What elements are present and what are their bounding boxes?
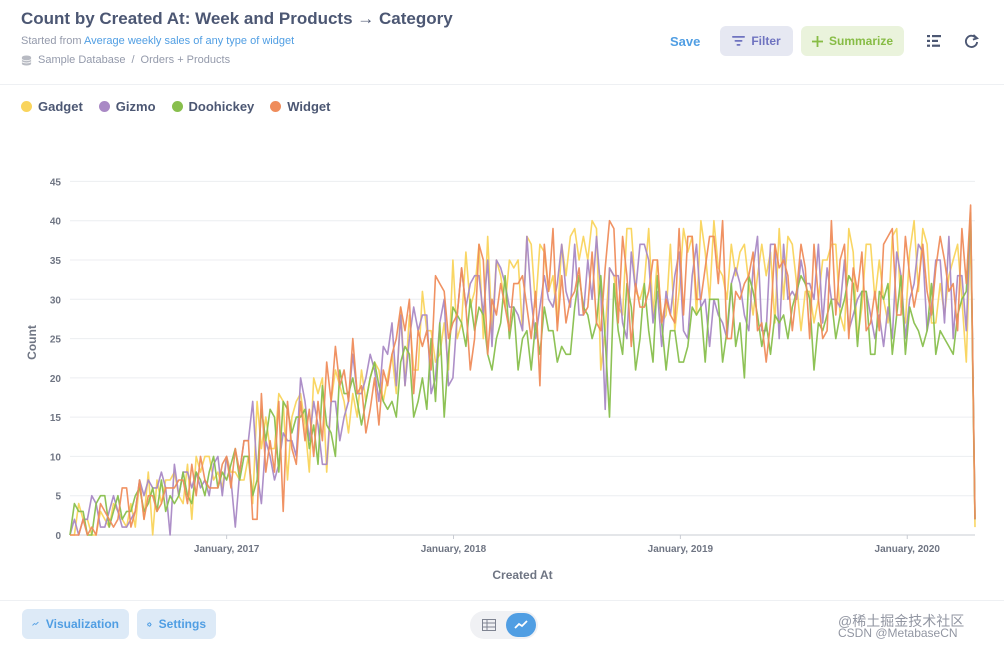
watermark-csdn: CSDN @MetabaseCN	[838, 626, 958, 640]
legend-dot-widget	[270, 101, 282, 112]
chart-view-toggle[interactable]	[506, 613, 536, 637]
y-tick-label-5: 5	[55, 492, 61, 503]
breadcrumb-separator: /	[131, 54, 135, 66]
visualization-button[interactable]: Visualization	[22, 609, 129, 639]
legend-item-doohickey[interactable]: Doohickey	[171, 99, 255, 114]
legend-item-widget[interactable]: Widget	[270, 99, 331, 114]
summarize-label: Summarize	[828, 34, 894, 48]
breadcrumb-database[interactable]: Sample Database	[38, 54, 126, 66]
y-tick-label-30: 30	[50, 295, 62, 306]
legend-label-gizmo: Gizmo	[115, 99, 156, 114]
y-tick-label-35: 35	[50, 256, 62, 267]
settings-button[interactable]: Settings	[137, 609, 216, 639]
database-icon	[21, 54, 32, 66]
series-line-gizmo	[69, 212, 976, 536]
gear-icon	[147, 621, 152, 627]
question-header: Count by Created At: Week and Products →…	[0, 0, 1004, 85]
y-tick-label-25: 25	[50, 335, 62, 346]
refresh-button[interactable]	[961, 31, 981, 51]
legend-label-widget: Widget	[287, 99, 331, 114]
y-tick-label-40: 40	[50, 217, 62, 228]
series-line-doohickey	[69, 212, 976, 536]
notebook-editor-button[interactable]	[924, 31, 944, 51]
line-chart: 0 5 10 15 20 25 30 35 40 45 January, 2017 January, …	[25, 177, 976, 582]
legend-item-gadget[interactable]: Gadget	[21, 99, 83, 114]
page-title: Count by Created At: Week and Products →…	[21, 9, 453, 28]
legend-dot-gadget	[21, 101, 32, 112]
filter-icon	[732, 36, 746, 46]
visualization-label: Visualization	[45, 617, 119, 631]
legend-item-gizmo[interactable]: Gizmo	[98, 99, 156, 114]
legend-dot-gizmo	[98, 101, 110, 112]
view-toggle	[470, 611, 538, 639]
y-axis-title: Count	[25, 325, 39, 360]
x-tick-label-3: January, 2020	[875, 544, 941, 555]
table-icon	[482, 619, 496, 631]
x-tick-label-1: January, 2018	[421, 544, 487, 555]
started-from-text: Started from Average weekly sales of any…	[21, 35, 294, 47]
watermark-juejin: @稀土掘金技术社区	[838, 613, 965, 629]
series-line-widget	[70, 204, 976, 536]
started-from-prefix: Started from	[21, 35, 84, 47]
breadcrumb: Sample Database / Orders + Products	[21, 54, 230, 66]
source-question-link[interactable]: Average weekly sales of any type of widg…	[83, 35, 295, 47]
plus-icon	[811, 35, 823, 47]
legend-label-doohickey: Doohickey	[188, 99, 255, 114]
footer-bar: Visualization Settings @稀土掘金技术社区 CSDN @M…	[0, 600, 1004, 647]
x-tick-label-0: January, 2017	[194, 544, 260, 555]
summarize-button[interactable]: Summarize	[801, 26, 904, 56]
y-tick-label-20: 20	[50, 374, 62, 385]
x-tick-label-2: January, 2019	[648, 544, 714, 555]
line-chart-icon	[514, 620, 528, 629]
save-button[interactable]: Save	[670, 33, 701, 49]
legend-dot-doohickey	[171, 101, 183, 112]
y-tick-label-10: 10	[50, 452, 62, 463]
y-tick-label-45: 45	[50, 177, 62, 188]
legend-label-gadget: Gadget	[38, 99, 83, 114]
refresh-icon	[964, 33, 979, 48]
y-tick-label-0: 0	[55, 531, 61, 542]
chart-legend: Gadget Gizmo Doohickey Widget	[21, 99, 331, 114]
x-axis-title: Created At	[492, 568, 552, 582]
y-tick-label-15: 15	[50, 413, 62, 424]
settings-label: Settings	[158, 617, 206, 631]
table-view-toggle[interactable]	[474, 613, 504, 637]
line-chart-icon	[32, 621, 39, 626]
filter-label: Filter	[751, 34, 781, 48]
filter-button[interactable]: Filter	[720, 26, 793, 56]
breadcrumb-table[interactable]: Orders + Products	[140, 54, 231, 66]
notebook-icon	[927, 35, 941, 47]
